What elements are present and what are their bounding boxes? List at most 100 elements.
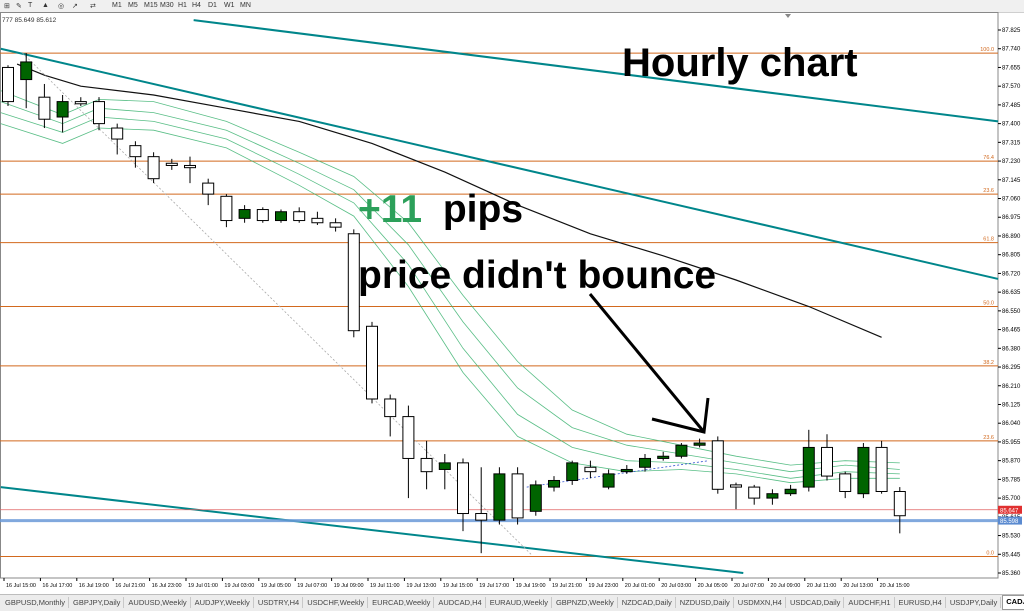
x-tick-label: 16 Jul 15:00 xyxy=(6,583,36,589)
tf-M1[interactable]: M1 xyxy=(112,2,122,9)
candle[interactable] xyxy=(511,467,524,525)
candle[interactable] xyxy=(311,211,324,225)
candle[interactable] xyxy=(748,484,761,505)
bear-candle-body xyxy=(711,440,724,490)
candle[interactable] xyxy=(730,482,742,510)
candle[interactable] xyxy=(420,440,433,490)
candle[interactable] xyxy=(347,229,360,338)
ma-envelope xyxy=(0,123,900,484)
candle[interactable] xyxy=(438,454,451,490)
tf-D1[interactable]: D1 xyxy=(208,2,217,9)
candle[interactable] xyxy=(56,94,69,133)
tf-M15[interactable]: M15 xyxy=(144,2,158,9)
symbol-tab[interactable]: EURCAD,Weekly xyxy=(369,597,435,608)
symbol-tab[interactable]: AUDJPY,Weekly xyxy=(192,597,254,608)
candle[interactable] xyxy=(839,471,852,499)
candle[interactable] xyxy=(784,484,797,496)
symbol-tab[interactable]: NZDUSD,Daily xyxy=(677,597,734,608)
symbol-tab[interactable]: NZDCAD,Daily xyxy=(619,597,676,608)
tf-M5[interactable]: M5 xyxy=(128,2,138,9)
symbol-tab[interactable]: AUDCAD,H4 xyxy=(435,597,486,608)
x-tick-label: 19 Jul 03:00 xyxy=(224,583,254,589)
bear-candle-body xyxy=(220,195,233,222)
tf-W1[interactable]: W1 xyxy=(224,2,235,9)
candle[interactable] xyxy=(293,207,306,223)
x-tick-label: 19 Jul 13:00 xyxy=(406,583,436,589)
candle[interactable] xyxy=(875,440,888,494)
y-tick-label: 87.230 xyxy=(1002,159,1021,165)
symbol-tab[interactable]: AUDUSD,Weekly xyxy=(125,597,191,608)
candle[interactable] xyxy=(275,209,287,223)
candle[interactable] xyxy=(675,443,688,459)
symbol-tab[interactable]: EURUSD,H4 xyxy=(896,597,946,608)
candle[interactable] xyxy=(238,205,251,223)
tool-icon-5[interactable]: ◎ xyxy=(58,3,65,10)
candle[interactable] xyxy=(639,454,651,472)
candle[interactable] xyxy=(693,438,706,448)
y-tick-label: 85.700 xyxy=(1002,496,1021,502)
tf-M30[interactable]: M30 xyxy=(160,2,174,9)
candle[interactable] xyxy=(529,480,542,516)
candle[interactable] xyxy=(766,489,779,505)
bear-candle-body xyxy=(384,398,397,418)
tool-icon-1[interactable]: ⊞ xyxy=(4,3,10,10)
candle[interactable] xyxy=(493,467,506,525)
candle[interactable] xyxy=(475,467,488,554)
bear-candle-body xyxy=(256,209,269,222)
candle[interactable] xyxy=(802,429,815,492)
candle[interactable] xyxy=(402,405,415,499)
candle[interactable] xyxy=(602,469,615,490)
y-tick-label: 86.805 xyxy=(1002,253,1021,259)
candle[interactable] xyxy=(111,123,124,155)
symbol-tab[interactable]: EURAUD,Weekly xyxy=(487,597,552,608)
fib-level-label: 61.8 xyxy=(983,237,994,243)
candle[interactable] xyxy=(457,458,469,532)
symbol-tab[interactable]: AUDCHF,H1 xyxy=(845,597,895,608)
fib-level-label: 38.2 xyxy=(983,360,994,366)
tool-icon-3[interactable]: T xyxy=(28,2,33,9)
candle[interactable] xyxy=(384,394,397,437)
candle[interactable] xyxy=(2,65,14,106)
candle[interactable] xyxy=(184,156,196,184)
candle[interactable] xyxy=(147,152,160,184)
symbol-tab[interactable]: GBPJPY,Daily xyxy=(70,597,125,608)
tool-icon-7[interactable]: ⇄ xyxy=(90,3,96,10)
tool-icon-4[interactable]: ▲ xyxy=(42,2,49,9)
symbol-tab[interactable]: USDMXN,H4 xyxy=(735,597,786,608)
candle[interactable] xyxy=(329,218,342,232)
candle[interactable] xyxy=(711,436,724,494)
candle[interactable] xyxy=(38,83,51,129)
x-tick-label: 19 Jul 23:00 xyxy=(588,583,618,589)
candle[interactable] xyxy=(893,487,906,534)
symbol-tab[interactable]: USDTRY,H4 xyxy=(255,597,304,608)
candle[interactable] xyxy=(129,141,142,168)
candle[interactable] xyxy=(202,178,215,206)
symbol-tab[interactable]: USDCHF,Weekly xyxy=(304,597,369,608)
candle[interactable] xyxy=(74,97,87,106)
price-chart[interactable]: 100.0 76.4 23.6 61.8 50.0 38.2 23.6 0.0 87.825 8… xyxy=(0,12,1024,594)
candle[interactable] xyxy=(548,476,560,492)
tf-H1[interactable]: H1 xyxy=(178,2,187,9)
candle[interactable] xyxy=(93,97,105,131)
candle[interactable] xyxy=(20,53,33,109)
candle[interactable] xyxy=(857,443,870,499)
tool-icon-6[interactable]: ↗ xyxy=(72,3,78,10)
candle[interactable] xyxy=(620,465,633,474)
symbol-tab[interactable]: USDCAD,Daily xyxy=(787,597,845,608)
candle[interactable] xyxy=(220,194,233,228)
candle[interactable] xyxy=(584,460,597,479)
tf-MN[interactable]: MN xyxy=(240,2,251,9)
symbol-tab[interactable]: CADJPY,H1 xyxy=(1002,595,1024,610)
symbol-tab[interactable]: USDJPY,Daily xyxy=(947,597,1002,608)
candle[interactable] xyxy=(165,158,178,170)
x-tick-label: 20 Jul 11:00 xyxy=(807,583,837,589)
tf-H4[interactable]: H4 xyxy=(192,2,201,9)
candle[interactable] xyxy=(256,207,269,223)
candle[interactable] xyxy=(366,321,378,404)
symbol-tab[interactable]: GBPNZD,Weekly xyxy=(553,597,618,608)
symbol-tab[interactable]: GBPUSD,Monthly xyxy=(2,597,70,608)
candle[interactable] xyxy=(821,434,833,481)
tool-icon-2[interactable]: ✎ xyxy=(16,3,22,10)
candle[interactable] xyxy=(566,460,579,485)
candle[interactable] xyxy=(657,451,670,461)
